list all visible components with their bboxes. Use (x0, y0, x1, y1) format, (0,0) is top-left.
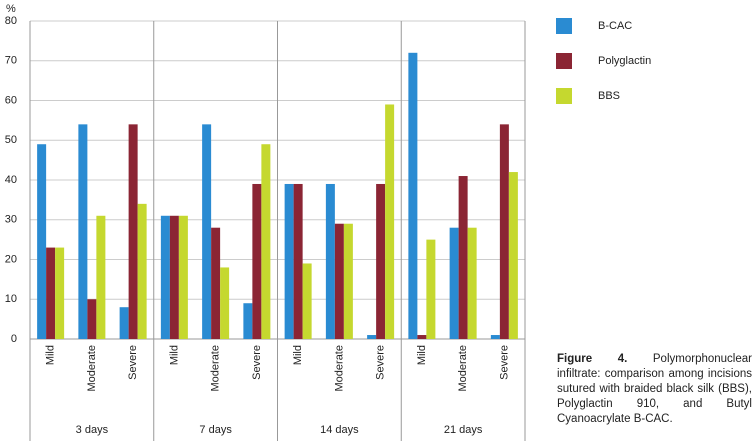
bar (202, 124, 212, 339)
x-tick-label: Mild (45, 345, 57, 365)
legend-swatch (556, 18, 572, 34)
bar (426, 239, 436, 339)
bar (55, 247, 65, 339)
bar (252, 183, 262, 339)
caption-text: Polymorphonuclear infiltrate: comparison… (557, 353, 752, 425)
bar (137, 203, 147, 339)
bar (261, 144, 271, 339)
bar (160, 215, 170, 339)
bar (325, 183, 335, 339)
bar (385, 104, 395, 339)
x-tick-label: Mild (416, 345, 428, 365)
bar (417, 335, 427, 339)
bar (458, 176, 468, 339)
bar (211, 227, 221, 339)
bar (128, 124, 138, 339)
y-tick-label: 10 (5, 293, 17, 305)
legend-label: B-CAC (598, 20, 632, 32)
bar (408, 52, 418, 340)
bar (343, 223, 353, 339)
bar (499, 124, 509, 339)
legend-swatch (556, 88, 572, 104)
legend-label: BBS (598, 90, 620, 102)
legend-swatch (556, 53, 572, 69)
bar (243, 303, 253, 339)
y-tick-label: 20 (5, 253, 17, 265)
group-label: 21 days (444, 424, 483, 436)
bar (490, 335, 500, 339)
y-tick-label: 0 (11, 333, 17, 345)
bar (334, 223, 344, 339)
y-axis-label: % (6, 3, 16, 15)
group-label: 7 days (199, 424, 232, 436)
bar (293, 183, 303, 339)
group-label: 3 days (76, 424, 109, 436)
bar (284, 183, 294, 339)
x-tick-label: Severe (498, 345, 510, 380)
bar (119, 307, 129, 339)
bar (302, 263, 312, 339)
bar (367, 335, 377, 339)
bar (78, 124, 88, 339)
y-tick-label: 40 (5, 174, 17, 186)
bar (467, 227, 477, 339)
x-tick-label: Moderate (86, 345, 98, 391)
caption-label: Figure 4. (557, 353, 628, 365)
bar (178, 215, 188, 339)
y-tick-label: 80 (5, 15, 17, 27)
bar (376, 183, 386, 339)
x-tick-label: Severe (127, 345, 139, 380)
group-label: 14 days (320, 424, 359, 436)
bar (87, 299, 97, 339)
y-tick-label: 50 (5, 134, 17, 146)
x-tick-label: Moderate (333, 345, 345, 391)
y-tick-label: 70 (5, 55, 17, 67)
x-tick-label: Mild (292, 345, 304, 365)
bar (96, 215, 106, 339)
bar (449, 227, 459, 339)
bar (220, 267, 230, 339)
bar (169, 215, 179, 339)
legend-label: Polyglactin (598, 55, 651, 67)
x-tick-label: Mild (168, 345, 180, 365)
y-tick-label: 30 (5, 214, 17, 226)
x-tick-label: Moderate (457, 345, 469, 391)
x-tick-label: Severe (251, 345, 263, 380)
y-tick-label: 60 (5, 94, 17, 106)
bar (37, 144, 47, 339)
bar (508, 172, 518, 339)
bar (46, 247, 56, 339)
x-tick-label: Moderate (210, 345, 222, 391)
x-tick-label: Severe (375, 345, 387, 380)
caption: Figure 4. Polymorphonuclear infiltrate: … (557, 352, 752, 427)
